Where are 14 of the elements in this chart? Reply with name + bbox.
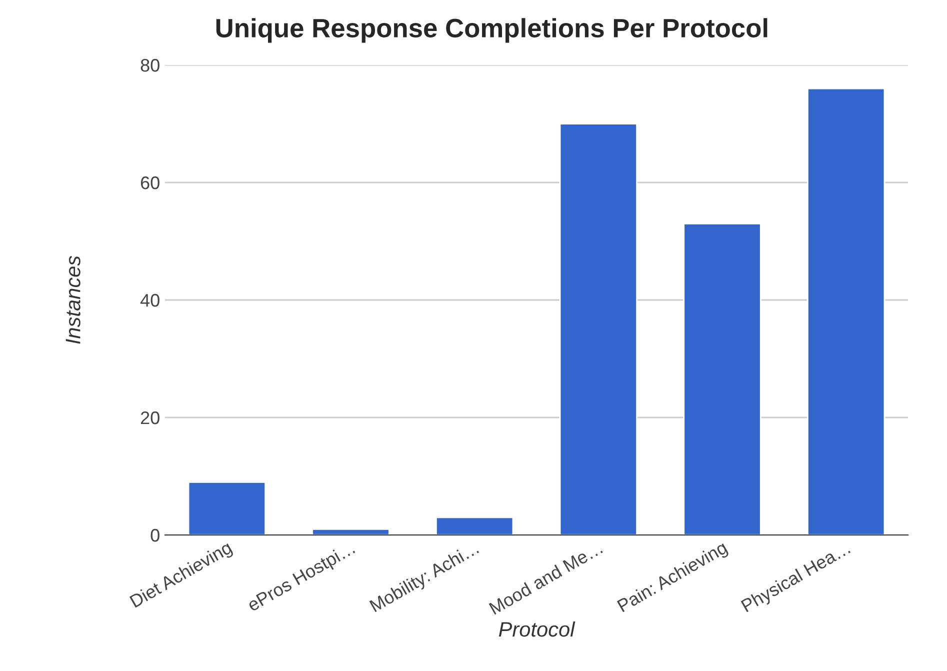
y-axis-title: Instances [66, 256, 80, 344]
bar [188, 481, 266, 535]
y-tick-label: 80 [140, 58, 160, 72]
bar [807, 88, 886, 535]
chart-title: Unique Response Completions Per Protocol [216, 18, 768, 43]
bar [683, 222, 762, 535]
bar [559, 123, 638, 535]
bar [436, 516, 514, 535]
x-axis-title: Protocol [498, 621, 576, 637]
y-tick-label: 60 [140, 176, 160, 190]
y-tick-label: 20 [140, 411, 160, 424]
y-tick-label: 40 [140, 294, 160, 307]
y-tick-label: 0 [150, 528, 160, 542]
bar [312, 528, 390, 535]
